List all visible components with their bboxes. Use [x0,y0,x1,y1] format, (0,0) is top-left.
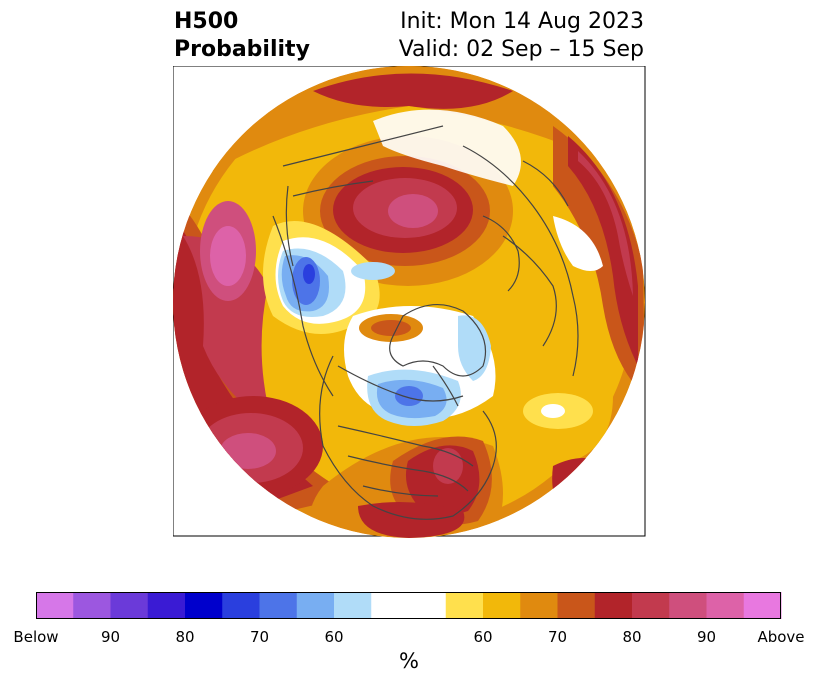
title-line-1: H500 [174,9,239,34]
colorbar-cell [185,592,223,619]
colorbar-cell [706,592,745,619]
init-date: Init: Mon 14 Aug 2023 [400,9,644,34]
valid-range: Valid: 02 Sep – 15 Sep [398,37,644,62]
colorbar-cell [36,592,74,619]
colorbar-tick-label: 60 [324,628,344,646]
colorbar-cell [594,592,633,619]
colorbar-tick-label: 70 [547,628,568,646]
map-disc [173,66,645,538]
colorbar-tick-label: 80 [175,628,195,646]
probability-map [173,66,646,538]
colorbar-cell [371,592,447,619]
colorbar-tick-label: Above [757,628,805,646]
colorbar-cell [445,592,484,619]
colorbar-cell [632,592,670,619]
colorbar-frame [36,592,781,619]
title-line-2: Probability [174,37,310,62]
colorbar-cell [296,592,335,619]
colorbar [36,592,782,619]
colorbar-cell [557,592,596,619]
colorbar-cell [743,592,782,619]
title-right: Init: Mon 14 Aug 2023 Valid: 02 Sep – 15… [399,8,644,64]
colorbar-cell [669,592,707,619]
title-left: H500 Probability [174,8,310,64]
colorbar-cell [222,592,260,619]
colorbar-tick-label: 90 [100,628,121,646]
colorbar-tick-label: 80 [622,628,642,646]
colorbar-cell [520,592,558,619]
colorbar-tick-label: Below [13,628,59,646]
colorbar-cell [334,592,372,619]
colorbar-cell [483,592,521,619]
colorbar-tick-label: 70 [249,628,270,646]
colorbar-cell [73,592,111,619]
colorbar-unit: % [399,649,419,673]
colorbar-cell [147,592,186,619]
colorbar-tick-label: 60 [473,628,493,646]
colorbar-cell [259,592,298,619]
colorbar-tick-label: 90 [696,628,717,646]
colorbar-cell [110,592,149,619]
